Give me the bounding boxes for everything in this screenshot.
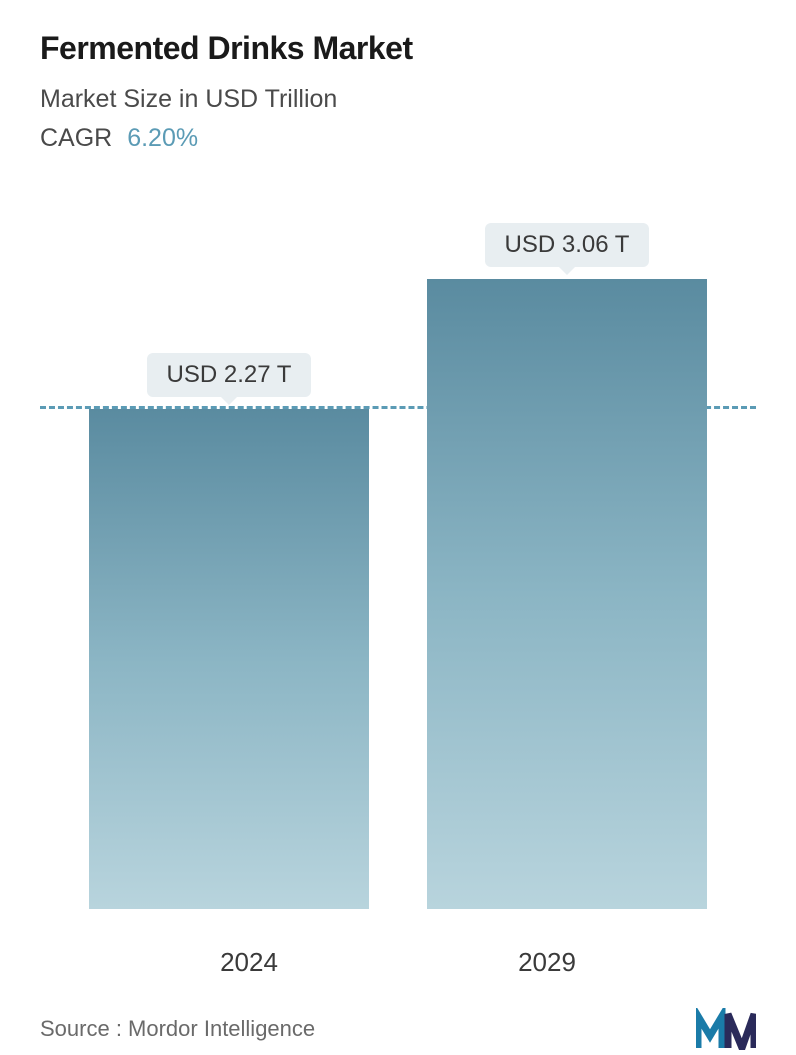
bar-1 [427,279,707,909]
footer: Source : Mordor Intelligence [40,998,756,1050]
value-label-0: USD 2.27 T [147,353,312,397]
cagr-row: CAGR 6.20% [40,124,756,153]
years-row: 2024 2029 [40,929,756,978]
bar-0 [89,409,369,909]
chart-container: Fermented Drinks Market Market Size in U… [0,0,796,1034]
year-label-1: 2029 [518,947,576,978]
year-label-0: 2024 [220,947,278,978]
chart-subtitle: Market Size in USD Trillion [40,85,756,114]
source-text: Source : Mordor Intelligence [40,1016,315,1042]
mordor-logo-icon [696,1008,756,1050]
cagr-value: 6.20% [127,124,198,152]
bar-group-0: USD 2.27 T [89,223,369,909]
value-label-1: USD 3.06 T [485,223,650,267]
chart-area: USD 2.27 T USD 3.06 T [40,183,756,909]
bar-group-1: USD 3.06 T [427,223,707,909]
cagr-label: CAGR [40,124,112,152]
chart-title: Fermented Drinks Market [40,30,756,67]
